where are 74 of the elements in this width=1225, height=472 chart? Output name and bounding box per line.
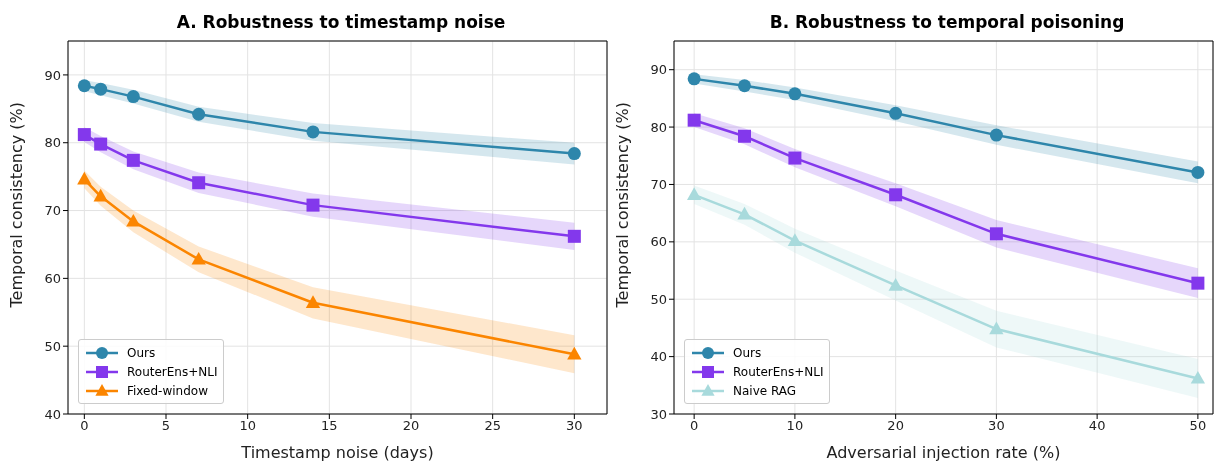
point [567, 346, 582, 360]
y-tick-label: 90 [44, 67, 61, 83]
chart-title: B. Robustness to temporal poisoning [768, 11, 1126, 34]
y-tick-label: 80 [44, 135, 61, 151]
point [77, 79, 91, 93]
y-tick-label: 70 [650, 177, 667, 193]
point [787, 233, 803, 246]
point [888, 277, 903, 291]
point [192, 107, 206, 121]
point [77, 128, 91, 142]
x-tick-label: 10 [239, 418, 256, 434]
point [567, 147, 581, 161]
x-axis-title: Adversarial injection rate (%) [826, 443, 1061, 462]
x-tick-label: 10 [786, 418, 804, 434]
x-tick-label: 5 [161, 418, 171, 434]
legend-label: Ours [127, 345, 156, 360]
y-tick-label: 40 [650, 349, 667, 365]
point [989, 227, 1003, 241]
y-tick-label: 90 [650, 62, 667, 78]
legend-label: Fixed-window [127, 383, 208, 398]
legend-label: Ours [733, 345, 762, 360]
y-tick-label: 50 [44, 338, 61, 354]
point [305, 295, 321, 308]
point [126, 90, 140, 104]
y-axis-title: Temporal consistency (%) [612, 102, 632, 309]
y-tick-label: 80 [650, 119, 667, 135]
point [1190, 370, 1206, 384]
point [738, 79, 752, 93]
y-axis-title: Temporal consistency (%) [6, 102, 26, 309]
x-tick-label: 30 [566, 418, 583, 434]
x-tick-label: 30 [988, 418, 1005, 434]
point [94, 82, 108, 96]
legend-label: RouterEns+NLI [733, 364, 824, 379]
y-tick-label: 30 [650, 406, 667, 422]
x-tick-label: 0 [80, 418, 89, 434]
point [1191, 165, 1205, 179]
x-tick-label: 50 [1189, 418, 1207, 434]
y-tick-label: 70 [44, 203, 61, 219]
legend-label: RouterEns+NLI [127, 364, 218, 379]
legend-label: Naive RAG [733, 383, 797, 398]
point [306, 125, 320, 139]
point [738, 129, 752, 143]
point [788, 87, 802, 101]
x-tick-label: 40 [1088, 418, 1106, 434]
point [93, 188, 108, 202]
x-tick-label: 20 [402, 418, 420, 434]
y-tick-label: 60 [44, 270, 61, 286]
point [889, 106, 903, 120]
point [126, 153, 140, 167]
y-tick-label: 50 [650, 291, 667, 307]
point [687, 113, 701, 127]
x-axis-title: Timestamp noise (days) [240, 443, 434, 462]
point [192, 176, 206, 190]
point [687, 72, 701, 86]
point [687, 187, 702, 200]
y-tick-label: 60 [650, 234, 667, 250]
x-tick-label: 15 [321, 418, 338, 434]
y-tick-label: 40 [44, 406, 61, 422]
point [306, 198, 320, 212]
point [77, 171, 92, 185]
point [126, 213, 141, 227]
point [788, 151, 802, 165]
point [191, 251, 206, 265]
point [989, 321, 1004, 335]
point [1191, 276, 1205, 290]
chart-title: A. Robustness to timestamp noise [175, 11, 507, 34]
point [889, 188, 903, 202]
x-tick-label: 25 [484, 418, 501, 434]
x-tick-label: 20 [887, 418, 904, 434]
x-tick-label: 0 [690, 418, 699, 434]
point [567, 229, 581, 243]
point [737, 206, 752, 220]
point [989, 128, 1003, 142]
point [94, 137, 108, 151]
